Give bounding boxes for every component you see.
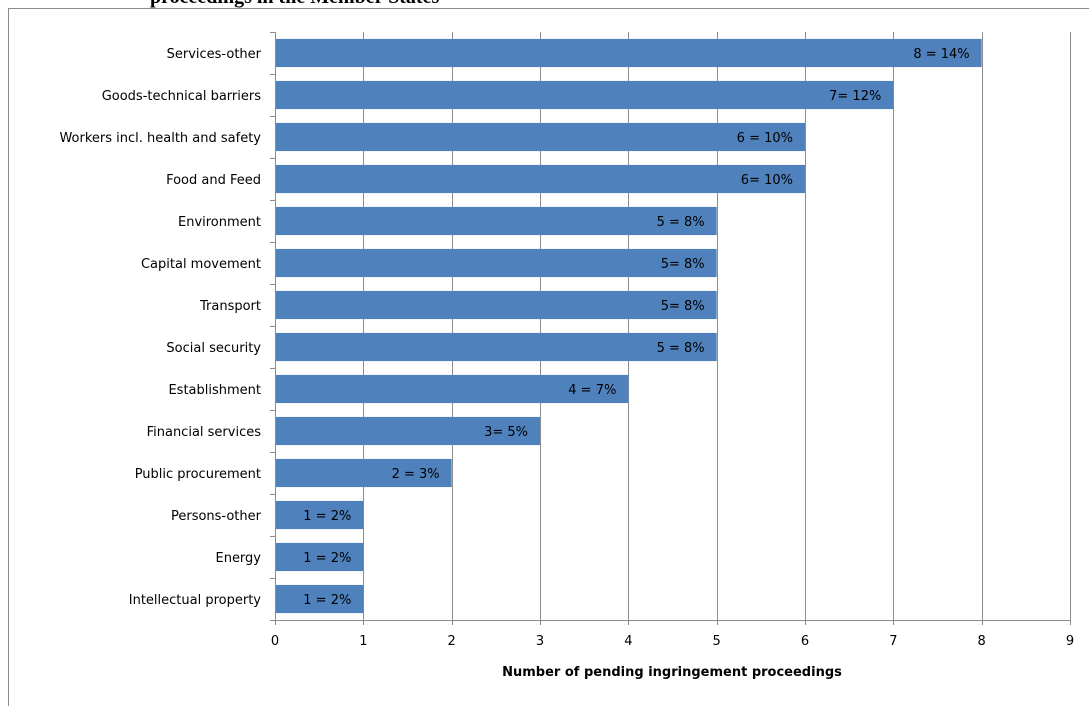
bar <box>275 374 629 404</box>
data-label: 4 = 7% <box>568 383 616 398</box>
bar <box>275 164 805 194</box>
bar <box>275 416 540 446</box>
category-label: Energy <box>215 551 261 566</box>
bar <box>275 332 717 362</box>
category-label: Services-other <box>167 47 262 62</box>
data-label: 5= 8% <box>661 257 705 272</box>
bar <box>275 80 894 110</box>
bars <box>275 38 982 614</box>
data-label: 5 = 8% <box>657 341 705 356</box>
x-tick-label: 0 <box>271 634 279 649</box>
bar <box>275 206 717 236</box>
x-tick-label: 6 <box>801 634 809 649</box>
bar <box>275 38 982 68</box>
bar <box>275 122 805 152</box>
x-tick-label: 9 <box>1066 634 1074 649</box>
data-label: 3= 5% <box>484 425 528 440</box>
axes <box>270 32 1071 625</box>
data-label: 8 = 14% <box>913 47 969 62</box>
bar <box>275 500 364 530</box>
chart-frame <box>8 8 1089 706</box>
x-tick-label: 5 <box>713 634 721 649</box>
category-label: Workers incl. health and safety <box>59 131 261 146</box>
x-axis-title: Number of pending ingringement proceedin… <box>502 665 842 680</box>
category-label: Goods-technical barriers <box>102 89 262 104</box>
chart-caption: proceedings in the Member States <box>150 0 439 9</box>
data-label: 6= 10% <box>741 173 793 188</box>
labels: 0 1 2 3 4 5 6 7 8 9 Services-other 8 = 14% Goods-tec… <box>59 47 1074 649</box>
category-label: Public procurement <box>135 467 261 482</box>
bar <box>275 248 717 278</box>
category-label: Environment <box>178 215 261 230</box>
data-label: 5 = 8% <box>657 215 705 230</box>
category-label: Food and Feed <box>166 173 261 188</box>
x-tick-label: 2 <box>448 634 456 649</box>
data-label: 5= 8% <box>661 299 705 314</box>
data-label: 1 = 2% <box>303 551 351 566</box>
data-label: 1 = 2% <box>303 593 351 608</box>
category-label: Transport <box>199 299 261 314</box>
bar <box>275 584 364 614</box>
category-label: Establishment <box>168 383 261 398</box>
category-label: Capital movement <box>141 257 261 272</box>
category-label: Persons-other <box>171 509 262 524</box>
x-tick-label: 3 <box>536 634 544 649</box>
data-label: 7= 12% <box>829 89 881 104</box>
bar <box>275 542 364 572</box>
bar <box>275 290 717 320</box>
data-label: 6 = 10% <box>737 131 793 146</box>
category-label: Social security <box>166 341 261 356</box>
x-tick-label: 1 <box>359 634 367 649</box>
category-label: Financial services <box>147 425 262 440</box>
x-tick-label: 4 <box>624 634 632 649</box>
category-label: Intellectual property <box>129 593 262 608</box>
x-tick-label: 7 <box>889 634 897 649</box>
data-label: 2 = 3% <box>392 467 440 482</box>
x-tick-label: 8 <box>978 634 986 649</box>
bar <box>275 458 452 488</box>
data-label: 1 = 2% <box>303 509 351 524</box>
grid-lines <box>363 32 1071 620</box>
